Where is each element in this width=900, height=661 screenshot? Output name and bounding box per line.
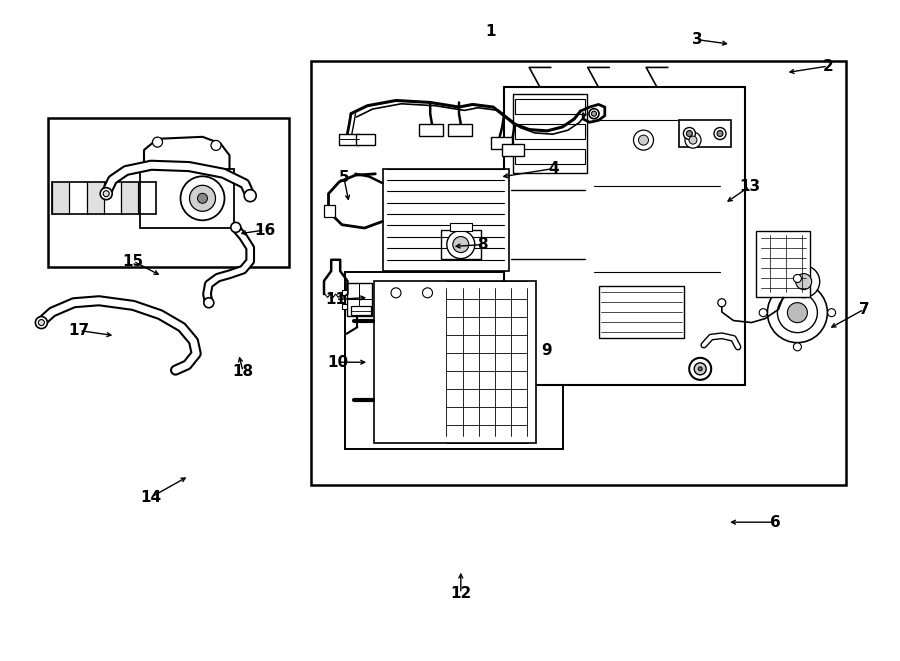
Bar [756,231,810,297]
Circle shape [100,188,112,200]
Circle shape [788,303,807,323]
Bar [515,149,585,164]
Bar [513,94,587,173]
Bar [342,304,347,309]
Bar [419,124,443,136]
Bar [346,283,372,316]
Circle shape [794,274,801,282]
Bar [441,230,481,259]
Polygon shape [86,182,104,214]
Text: 10: 10 [327,355,348,369]
Circle shape [181,176,224,220]
Circle shape [203,297,214,308]
Circle shape [453,237,469,253]
Circle shape [685,132,701,148]
Circle shape [794,343,801,351]
Circle shape [446,231,475,258]
Text: 17: 17 [68,323,90,338]
Circle shape [35,317,48,329]
Text: 6: 6 [770,515,781,529]
Bar [48,118,289,267]
Text: 13: 13 [739,179,760,194]
Circle shape [828,309,835,317]
Bar [598,286,684,338]
Circle shape [638,135,649,145]
Text: 5: 5 [338,170,349,184]
Bar [491,137,512,149]
Circle shape [391,288,401,298]
Polygon shape [69,182,86,214]
Circle shape [768,283,827,342]
Text: 16: 16 [254,223,275,237]
Circle shape [718,299,725,307]
Polygon shape [52,182,69,214]
Bar [342,290,347,295]
Circle shape [190,185,215,212]
Bar [504,87,745,385]
Bar [140,169,234,228]
Circle shape [760,309,767,317]
Bar [310,61,846,485]
Circle shape [796,274,812,290]
Circle shape [683,128,696,139]
Text: 4: 4 [548,161,559,176]
Polygon shape [104,182,122,214]
Bar [345,272,563,449]
Text: 14: 14 [140,490,162,504]
Circle shape [39,319,44,326]
Text: 7: 7 [859,302,869,317]
Text: 9: 9 [541,343,552,358]
Text: 12: 12 [450,586,472,601]
Circle shape [244,190,256,202]
Text: 1: 1 [485,24,496,39]
Circle shape [689,358,711,380]
Bar [356,134,375,145]
Circle shape [104,190,109,197]
Circle shape [589,108,599,119]
Circle shape [717,130,723,137]
Bar [679,120,731,147]
Circle shape [694,363,706,375]
Text: 2: 2 [823,59,833,73]
Circle shape [689,136,697,144]
Circle shape [230,222,241,233]
Bar [351,306,371,315]
Bar [374,281,536,443]
Bar [324,205,335,217]
Circle shape [422,288,433,298]
Circle shape [152,137,163,147]
Bar [339,134,359,145]
Text: 18: 18 [232,364,254,379]
Polygon shape [122,182,139,214]
Text: 11: 11 [325,292,346,307]
Bar [515,124,585,139]
Circle shape [778,293,817,332]
Bar [382,169,508,271]
Bar [515,99,585,114]
Bar [448,124,472,136]
Text: 15: 15 [122,254,144,268]
Circle shape [698,367,702,371]
Circle shape [591,111,597,116]
Circle shape [197,193,208,204]
Text: 8: 8 [477,237,488,252]
Circle shape [211,140,221,151]
Circle shape [788,266,820,297]
Bar [450,223,472,231]
Circle shape [687,130,692,137]
Polygon shape [139,182,156,214]
Circle shape [714,128,726,139]
Circle shape [634,130,653,150]
Bar [502,144,524,156]
Text: 3: 3 [692,32,703,47]
